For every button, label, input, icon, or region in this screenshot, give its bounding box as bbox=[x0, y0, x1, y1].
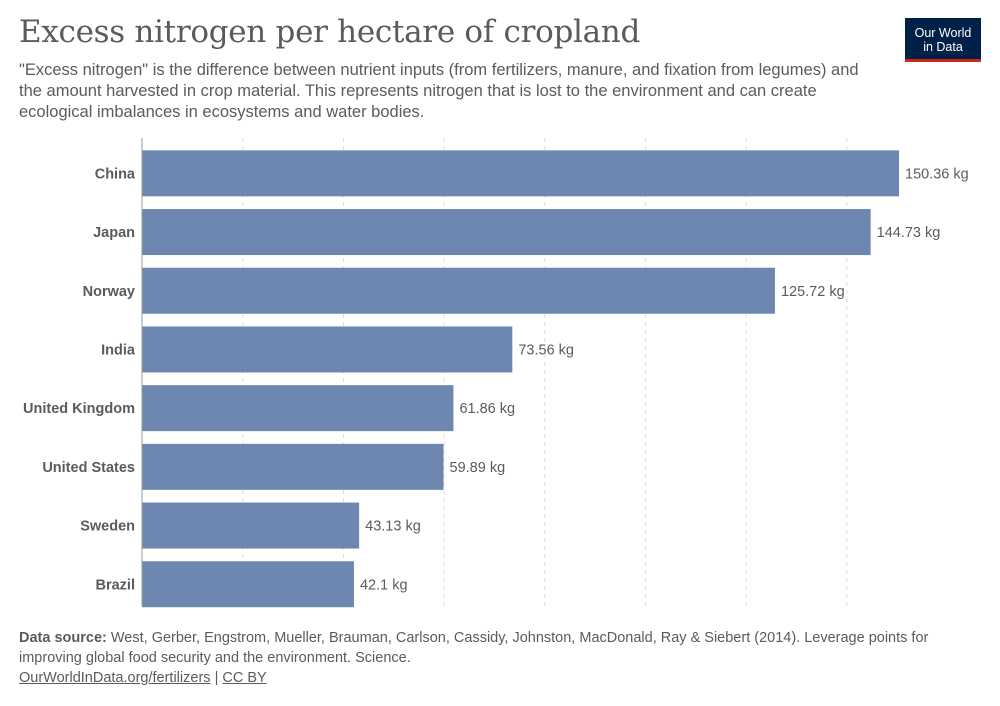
logo-accent-bar bbox=[905, 59, 981, 62]
chart-title: Excess nitrogen per hectare of cropland bbox=[19, 14, 641, 50]
source-link[interactable]: OurWorldInData.org/fertilizers bbox=[19, 670, 211, 686]
category-label: Norway bbox=[83, 284, 135, 300]
bar bbox=[142, 561, 354, 608]
bar bbox=[142, 326, 513, 373]
bar bbox=[142, 385, 454, 432]
bar bbox=[142, 150, 899, 197]
category-label: United Kingdom bbox=[23, 401, 135, 417]
category-label: Japan bbox=[93, 225, 135, 241]
owid-logo[interactable]: Our World in Data bbox=[905, 18, 981, 62]
value-label: 61.86 kg bbox=[459, 401, 515, 417]
value-label: 73.56 kg bbox=[518, 342, 574, 358]
logo-line-2: in Data bbox=[923, 40, 963, 54]
source-label: Data source: bbox=[19, 630, 107, 646]
category-label: India bbox=[101, 342, 136, 358]
footer-separator: | bbox=[214, 670, 219, 686]
bar-chart: China 150.36 kg Japan 144.73 kg Norway 125.72… bbox=[23, 138, 969, 608]
value-label: 144.73 kg bbox=[877, 225, 941, 241]
bar bbox=[142, 502, 360, 549]
bar bbox=[142, 267, 775, 314]
chart-subtitle: "Excess nitrogen" is the difference betw… bbox=[19, 61, 859, 121]
license-link[interactable]: CC BY bbox=[222, 670, 267, 686]
category-label: Brazil bbox=[96, 577, 136, 593]
footer: Data source: West, Gerber, Engstrom, Mue… bbox=[19, 628, 979, 688]
value-label: 43.13 kg bbox=[365, 519, 421, 535]
value-label: 150.36 kg bbox=[905, 166, 969, 182]
value-label: 125.72 kg bbox=[781, 284, 845, 300]
category-label: Sweden bbox=[80, 519, 135, 535]
value-label: 59.89 kg bbox=[450, 460, 506, 476]
source-text: West, Gerber, Engstrom, Mueller, Brauman… bbox=[19, 630, 929, 666]
logo-line-1: Our World bbox=[914, 26, 972, 40]
bar bbox=[142, 443, 444, 490]
value-label: 42.1 kg bbox=[360, 577, 408, 593]
category-label: China bbox=[95, 166, 136, 182]
category-label: United States bbox=[42, 460, 135, 476]
bar bbox=[142, 209, 871, 256]
